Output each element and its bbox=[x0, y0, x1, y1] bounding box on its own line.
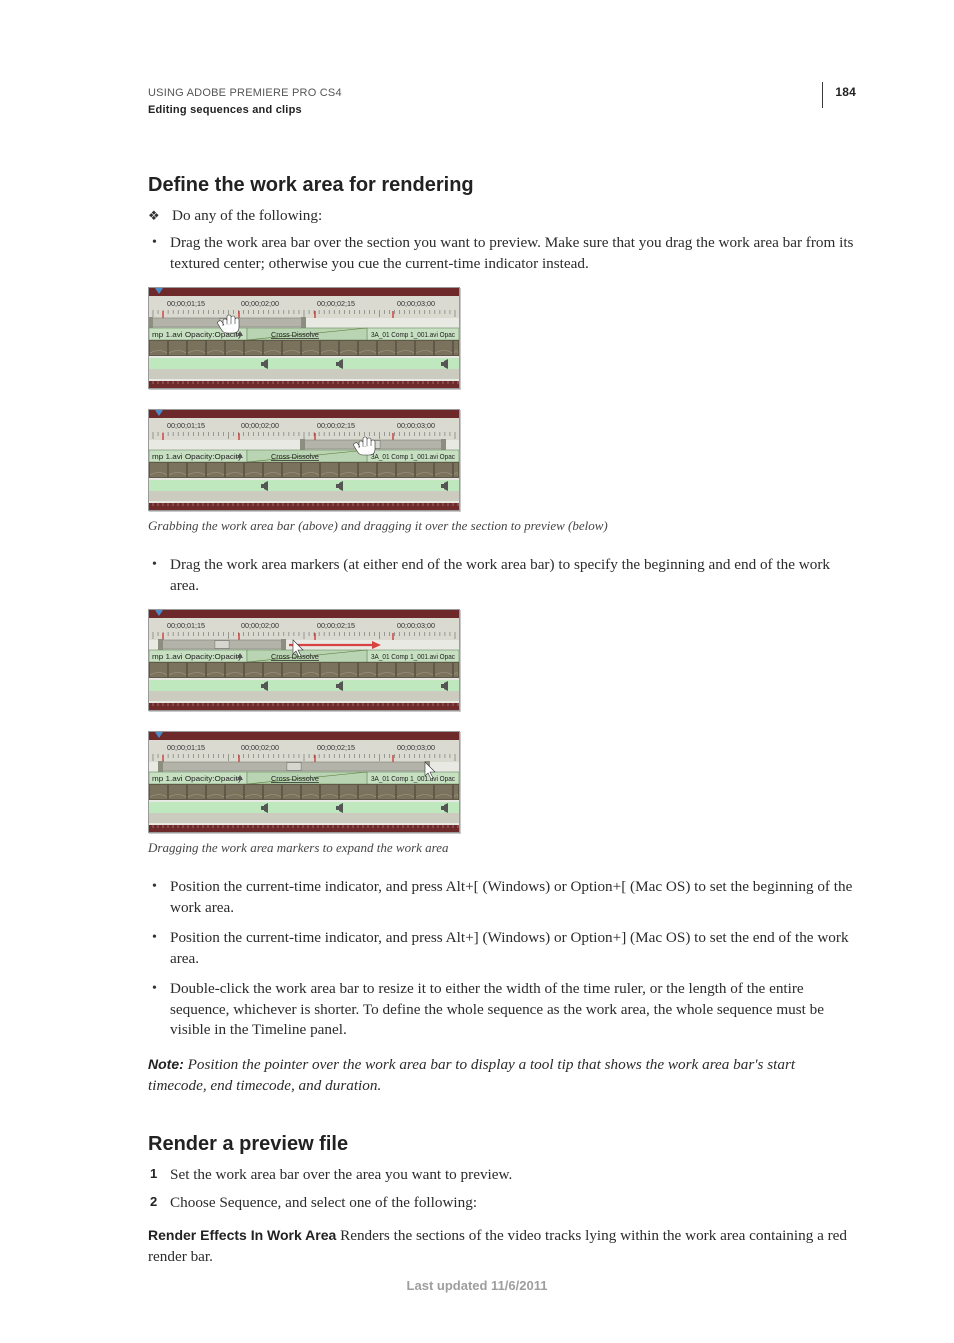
svg-text:00;00;01;15: 00;00;01;15 bbox=[167, 299, 205, 308]
section-heading-define-work-area: Define the work area for rendering bbox=[148, 172, 856, 200]
svg-text:Cross Dissolve: Cross Dissolve bbox=[271, 330, 319, 339]
svg-text:00;00;02;00: 00;00;02;00 bbox=[241, 299, 279, 308]
bullet-double-click-resize: Double-click the work area bar to resize… bbox=[148, 979, 856, 1042]
note-label: Note: bbox=[148, 1056, 184, 1072]
page-header: USING ADOBE PREMIERE PRO CS4 Editing seq… bbox=[148, 86, 856, 118]
svg-text:00;00;01;15: 00;00;01;15 bbox=[167, 421, 205, 430]
caption-figure-2: Dragging the work area markers to expand… bbox=[148, 839, 856, 857]
bullet-alt-open-bracket: Position the current-time indicator, and… bbox=[148, 877, 856, 919]
svg-text:00;00;03;00: 00;00;03;00 bbox=[397, 299, 435, 308]
svg-text:3A_01 Comp 1_001.avi Opac: 3A_01 Comp 1_001.avi Opac bbox=[371, 774, 455, 783]
header-product-line: USING ADOBE PREMIERE PRO CS4 bbox=[148, 86, 342, 101]
svg-text:mp 1.avi Opacity:Opacity: mp 1.avi Opacity:Opacity bbox=[152, 774, 242, 783]
bullet-alt-close-bracket: Position the current-time indicator, and… bbox=[148, 928, 856, 970]
lead-text: Do any of the following: bbox=[172, 206, 856, 227]
footer-last-updated: Last updated 11/6/2011 bbox=[0, 1277, 954, 1295]
note-text: Position the pointer over the work area … bbox=[148, 1056, 795, 1094]
svg-text:mp 1.avi Opacity:Opacity: mp 1.avi Opacity:Opacity bbox=[152, 652, 242, 661]
section-heading-render-preview: Render a preview file bbox=[148, 1131, 856, 1159]
svg-text:mp 1.avi Opacity:Opacity: mp 1.avi Opacity:Opacity bbox=[152, 452, 242, 461]
svg-text:3A_01 Comp 1_001.avi Opac: 3A_01 Comp 1_001.avi Opac bbox=[371, 652, 455, 661]
svg-text:Cross Dissolve: Cross Dissolve bbox=[271, 452, 319, 461]
svg-text:00;00;03;00: 00;00;03;00 bbox=[397, 743, 435, 752]
svg-text:00;00;02;00: 00;00;02;00 bbox=[241, 743, 279, 752]
svg-text:00;00;03;00: 00;00;03;00 bbox=[397, 621, 435, 630]
svg-text:00;00;03;00: 00;00;03;00 bbox=[397, 421, 435, 430]
svg-text:3A_01 Comp 1_001.avi Opac: 3A_01 Comp 1_001.avi Opac bbox=[371, 330, 455, 339]
render-effects-paragraph: Render Effects In Work Area Renders the … bbox=[148, 1226, 856, 1268]
svg-text:00;00;02;00: 00;00;02;00 bbox=[241, 621, 279, 630]
svg-text:00;00;01;15: 00;00;01;15 bbox=[167, 621, 205, 630]
caption-figure-1: Grabbing the work area bar (above) and d… bbox=[148, 517, 856, 535]
header-chapter-line: Editing sequences and clips bbox=[148, 103, 342, 118]
svg-text:00;00;02;00: 00;00;02;00 bbox=[241, 421, 279, 430]
lead-bullet-symbol: ❖ bbox=[148, 206, 162, 227]
note-paragraph: Note: Position the pointer over the work… bbox=[148, 1055, 856, 1097]
svg-text:00;00;02;15: 00;00;02;15 bbox=[317, 743, 355, 752]
bullet-drag-markers: Drag the work area markers (at either en… bbox=[148, 555, 856, 597]
svg-text:Cross Dissolve: Cross Dissolve bbox=[271, 652, 319, 661]
step-set-work-area: Set the work area bar over the area you … bbox=[148, 1165, 856, 1186]
svg-text:00;00;02;15: 00;00;02;15 bbox=[317, 421, 355, 430]
page-number: 184 bbox=[835, 84, 856, 101]
header-divider bbox=[822, 82, 823, 108]
bullet-drag-bar: Drag the work area bar over the section … bbox=[148, 233, 856, 275]
svg-text:Cross Dissolve: Cross Dissolve bbox=[271, 774, 319, 783]
svg-text:00;00;01;15: 00;00;01;15 bbox=[167, 743, 205, 752]
svg-text:3A_01 Comp 1_001.avi Opac: 3A_01 Comp 1_001.avi Opac bbox=[371, 452, 455, 461]
svg-text:00;00;02;15: 00;00;02;15 bbox=[317, 299, 355, 308]
svg-text:00;00;02;15: 00;00;02;15 bbox=[317, 621, 355, 630]
figure-drag-markers: 00;00;01;15 00;00;02;00 00;00;02;15 00;00;0… bbox=[148, 609, 856, 833]
step-choose-sequence: Choose Sequence, and select one of the f… bbox=[148, 1193, 856, 1214]
figure-grab-drag-work-area: 00;00;01;15 00;00;02;00 00;00;02;15 00;00;0… bbox=[148, 287, 856, 511]
